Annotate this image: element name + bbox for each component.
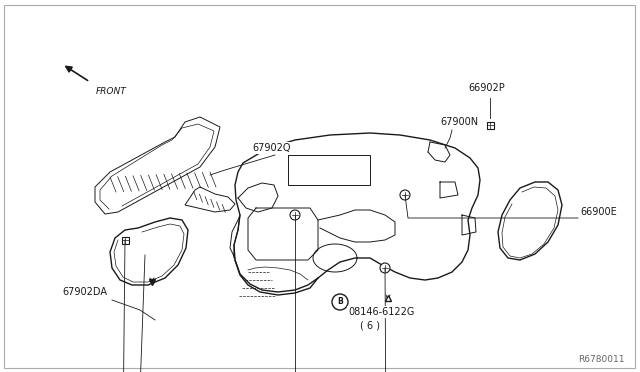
- Polygon shape: [234, 133, 480, 292]
- Text: 08146-6122G: 08146-6122G: [348, 307, 414, 317]
- Polygon shape: [95, 117, 220, 214]
- Text: R6780011: R6780011: [579, 355, 625, 364]
- Polygon shape: [110, 218, 188, 285]
- Text: ( 6 ): ( 6 ): [360, 320, 380, 330]
- Text: FRONT: FRONT: [96, 87, 127, 96]
- Text: 67902Q: 67902Q: [252, 143, 291, 153]
- Text: 67902DA: 67902DA: [62, 287, 107, 297]
- Circle shape: [380, 263, 390, 273]
- Text: 67900N: 67900N: [440, 117, 478, 127]
- Bar: [122, 237, 129, 244]
- Polygon shape: [498, 182, 562, 260]
- Circle shape: [400, 190, 410, 200]
- Circle shape: [332, 294, 348, 310]
- Text: 66900E: 66900E: [580, 207, 617, 217]
- Text: 66902P: 66902P: [468, 83, 505, 93]
- Text: B: B: [337, 298, 343, 307]
- Polygon shape: [185, 187, 235, 212]
- Circle shape: [290, 210, 300, 220]
- Bar: [486, 122, 493, 128]
